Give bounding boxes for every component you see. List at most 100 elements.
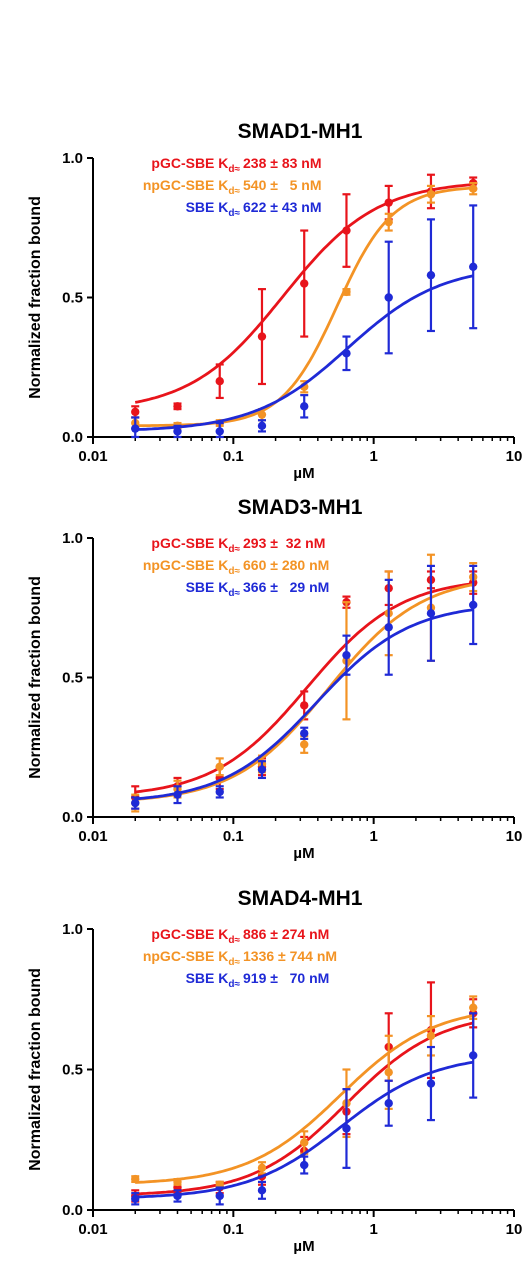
- data-point: [131, 1194, 140, 1203]
- data-point: [257, 1186, 267, 1195]
- data-point: [173, 1191, 182, 1201]
- legend-kd-value: 919 ± 70 nM: [243, 970, 329, 986]
- data-point: [300, 740, 309, 749]
- x-axis-label: µM: [293, 465, 314, 482]
- data-point: [257, 332, 267, 341]
- fit-curve: [135, 1014, 474, 1184]
- data-point: [469, 1051, 478, 1060]
- y-tick-label: 1.0: [62, 530, 83, 547]
- fit-curve: [135, 1060, 474, 1199]
- x-tick-label: 1: [369, 1221, 377, 1238]
- y-tick-label: 1.0: [62, 921, 83, 938]
- y-tick-label: 0.0: [62, 429, 83, 446]
- fit-curve: [135, 274, 474, 431]
- chart-panel-3: SMAD4-MH1 Normalized fraction bound 0.0 0.5…: [27, 887, 522, 1255]
- chart-title: SMAD4-MH1: [238, 887, 363, 910]
- chart-title: SMAD1-MH1: [238, 120, 363, 143]
- data-point: [384, 198, 393, 207]
- data-point: [173, 1177, 182, 1187]
- data-point: [131, 407, 140, 417]
- y-axis-label: Normalized fraction bound: [27, 196, 44, 399]
- legend-kd-value: 366 ± 29 nM: [243, 579, 329, 595]
- series-SBE: [131, 1012, 478, 1206]
- data-point: [215, 762, 224, 771]
- data-point: [384, 1068, 393, 1077]
- x-tick-label: 10: [506, 448, 523, 465]
- legend-kd-value: 293 ± 32 nM: [243, 535, 325, 551]
- x-tick-label: 10: [506, 828, 523, 845]
- data-point: [131, 1174, 140, 1184]
- x-tick-label: 0.01: [78, 448, 107, 465]
- data-point: [384, 293, 393, 302]
- x-axis-label: µM: [293, 845, 314, 862]
- legend-pGC-SBE: pGC-SBE Kd≈: [151, 535, 240, 555]
- chart-panel-2: SMAD3-MH1 Normalized fraction bound 0.0 0.5…: [27, 496, 522, 862]
- data-point: [342, 349, 351, 358]
- series-SBE: [131, 204, 478, 439]
- data-point: [257, 421, 267, 431]
- x-axis-label: µM: [293, 1238, 314, 1255]
- legend-kd-value: 886 ± 274 nM: [243, 926, 329, 942]
- data-point: [469, 600, 478, 610]
- data-point: [257, 1163, 267, 1173]
- legend-npGC-SBE: npGC-SBE Kd≈: [143, 557, 241, 577]
- data-point: [300, 1160, 309, 1170]
- data-point: [131, 798, 140, 808]
- y-tick-label: 0.5: [62, 1062, 83, 1079]
- legend-SBE: SBE Kd≈: [186, 970, 241, 990]
- legend-kd-value: 1336 ± 744 nM: [243, 948, 337, 964]
- x-tick-label: 1: [369, 828, 377, 845]
- legend-kd-value: 540 ± 5 nM: [243, 177, 322, 193]
- data-point: [384, 623, 393, 632]
- y-tick-label: 1.0: [62, 150, 83, 167]
- data-point: [215, 1191, 224, 1201]
- y-tick-label: 0.5: [62, 670, 83, 687]
- chart-panel-1: SMAD1-MH1 Normalized fraction bound 0.0 0.5…: [27, 120, 522, 482]
- data-point: [257, 410, 267, 419]
- legend-pGC-SBE: pGC-SBE Kd≈: [151, 155, 240, 175]
- legend-kd-value: 238 ± 83 nM: [243, 155, 322, 171]
- data-point: [342, 226, 351, 235]
- data-point: [342, 287, 351, 297]
- data-point: [469, 262, 478, 272]
- x-tick-label: 0.1: [223, 448, 244, 465]
- chart-title: SMAD3-MH1: [238, 496, 363, 519]
- x-tick-label: 0.01: [78, 828, 107, 845]
- data-point: [384, 217, 393, 227]
- data-point: [131, 424, 140, 433]
- data-point: [426, 270, 436, 280]
- data-point: [426, 1031, 436, 1040]
- data-point: [300, 279, 309, 288]
- data-point: [215, 427, 224, 436]
- y-axis-label: Normalized fraction bound: [27, 968, 44, 1171]
- data-point: [173, 790, 182, 799]
- legend-kd-value: 660 ± 280 nM: [243, 557, 329, 573]
- y-tick-label: 0.0: [62, 809, 83, 826]
- data-point: [469, 1003, 478, 1012]
- data-point: [300, 729, 309, 738]
- data-point: [173, 427, 182, 436]
- y-axis-label: Normalized fraction bound: [27, 576, 44, 779]
- data-point: [215, 377, 224, 386]
- data-point: [426, 1079, 436, 1088]
- x-tick-label: 0.1: [223, 1221, 244, 1238]
- y-tick-label: 0.0: [62, 1202, 83, 1219]
- y-tick-label: 0.5: [62, 290, 83, 307]
- legend-kd-value: 622 ± 43 nM: [243, 199, 322, 215]
- x-tick-label: 0.1: [223, 828, 244, 845]
- data-point: [342, 1124, 351, 1133]
- series-SBE: [131, 564, 478, 810]
- data-point: [342, 650, 351, 660]
- data-point: [426, 190, 436, 199]
- data-point: [257, 765, 267, 774]
- x-tick-label: 1: [369, 448, 377, 465]
- data-point: [469, 184, 478, 193]
- legend-npGC-SBE: npGC-SBE Kd≈: [143, 177, 241, 197]
- fit-curve: [135, 608, 474, 801]
- legend-npGC-SBE: npGC-SBE Kd≈: [143, 948, 241, 968]
- legend-SBE: SBE Kd≈: [186, 199, 241, 219]
- x-tick-label: 0.01: [78, 1221, 107, 1238]
- data-point: [300, 701, 309, 710]
- data-point: [300, 402, 309, 411]
